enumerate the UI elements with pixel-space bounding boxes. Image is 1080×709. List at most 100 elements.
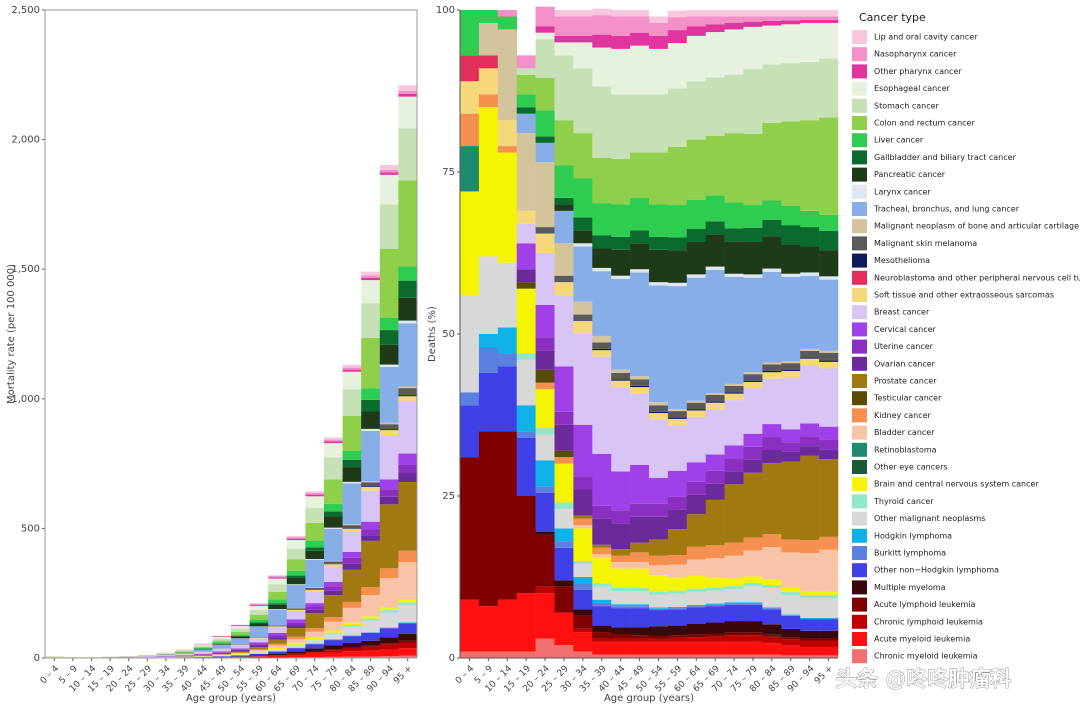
- bar-segment: [535, 227, 555, 234]
- bar-segment: [249, 652, 269, 654]
- bar-segment: [819, 276, 839, 280]
- bar-segment: [478, 346, 499, 373]
- bar-segment: [231, 628, 250, 632]
- bar-segment: [268, 575, 288, 577]
- bar-segment: [398, 386, 418, 389]
- legend-swatch: [852, 374, 867, 388]
- bar-segment: [762, 364, 782, 371]
- bar-segment: [724, 578, 744, 587]
- bar-segment: [342, 467, 362, 482]
- bar-segment: [611, 10, 631, 17]
- bar-segment: [478, 68, 499, 95]
- bar-segment: [705, 470, 725, 484]
- legend-swatch: [852, 150, 867, 165]
- bar-segment: [800, 358, 820, 366]
- bar-segment: [535, 136, 555, 143]
- bar-segment: [361, 595, 381, 617]
- bar-segment: [305, 606, 325, 610]
- bar-segment: [630, 269, 650, 273]
- bar-segment: [611, 591, 631, 605]
- bar-segment: [175, 655, 195, 657]
- bar-segment: [286, 619, 306, 623]
- bar-segment: [342, 651, 362, 657]
- y-tick-label: 0: [449, 653, 455, 664]
- bar-segment: [762, 362, 782, 365]
- bar-segment: [554, 120, 574, 166]
- bar-segment: [361, 618, 381, 621]
- bar-segment: [554, 463, 574, 503]
- bar-segment: [762, 370, 782, 373]
- bar-segment: [398, 464, 418, 474]
- bar-segment: [743, 205, 763, 228]
- bar-segment: [497, 353, 517, 367]
- bar-segment: [268, 625, 288, 627]
- bar-segment: [324, 656, 343, 658]
- legend-label: Malignant neoplasm of bone and articular…: [874, 222, 1079, 231]
- bar-segment: [342, 483, 362, 525]
- bar-segment: [611, 380, 631, 388]
- bar-segment: [305, 609, 325, 614]
- bar-segment: [781, 552, 801, 589]
- legend-swatch: [852, 614, 867, 629]
- bar-segment: [592, 348, 612, 351]
- bar-segment: [535, 142, 555, 163]
- bar-segment: [800, 646, 820, 656]
- bar-segment: [324, 511, 343, 517]
- bar-segment: [516, 223, 536, 244]
- bar-segment: [800, 350, 820, 358]
- bar-segment: [379, 628, 399, 638]
- bar-segment: [398, 623, 418, 634]
- bar-segment: [286, 578, 306, 585]
- bar-segment: [781, 369, 801, 371]
- bar-segment: [342, 371, 362, 390]
- bar-segment: [705, 16, 725, 25]
- bar-segment: [535, 110, 555, 137]
- bar-segment: [724, 10, 744, 17]
- bar-segment: [667, 10, 688, 18]
- bar-segment: [743, 459, 763, 473]
- y-axis-title: Deaths (%): [427, 306, 438, 362]
- bar-segment: [305, 547, 325, 551]
- bar-segment: [535, 531, 555, 535]
- bar-segment: [611, 568, 631, 589]
- bar-segment: [361, 411, 381, 429]
- bar-segment: [781, 24, 801, 64]
- bar-segment: [379, 637, 399, 644]
- bar-segment: [535, 593, 555, 639]
- bar-segment: [686, 637, 706, 642]
- bar-segment: [611, 48, 631, 95]
- bar-segment: [573, 42, 593, 69]
- bar-segment: [324, 479, 343, 504]
- bar-segment: [379, 568, 399, 579]
- bar-segment: [819, 619, 839, 631]
- bar-segment: [342, 459, 362, 468]
- bar-segment: [379, 174, 399, 205]
- bar-segment: [305, 559, 325, 588]
- bar-segment: [516, 651, 536, 658]
- bar-segment: [592, 203, 612, 236]
- bar-segment: [249, 638, 269, 643]
- bar-segment: [630, 387, 650, 394]
- bar-segment: [781, 615, 801, 629]
- y-tick-label: 100: [436, 5, 455, 16]
- bar-segment: [592, 34, 612, 48]
- bar-segment: [819, 638, 839, 641]
- bar-segment: [478, 372, 499, 432]
- bar-segment: [212, 638, 232, 641]
- bar-segment: [231, 656, 250, 657]
- bar-segment: [268, 655, 288, 656]
- bar-segment: [535, 389, 555, 428]
- bar-segment: [212, 636, 232, 639]
- bar-segment: [724, 383, 744, 386]
- bar-segment: [324, 645, 343, 650]
- bar-segment: [379, 496, 399, 505]
- bar-segment: [398, 605, 418, 623]
- bar-segment: [762, 122, 782, 201]
- bar-segment: [398, 602, 418, 606]
- bar-segment: [649, 282, 669, 286]
- bar-segment: [743, 274, 763, 278]
- bar-segment: [724, 542, 744, 556]
- bar-segment: [460, 599, 480, 652]
- bar-segment: [573, 321, 593, 334]
- y-tick-label: 1,000: [11, 394, 40, 405]
